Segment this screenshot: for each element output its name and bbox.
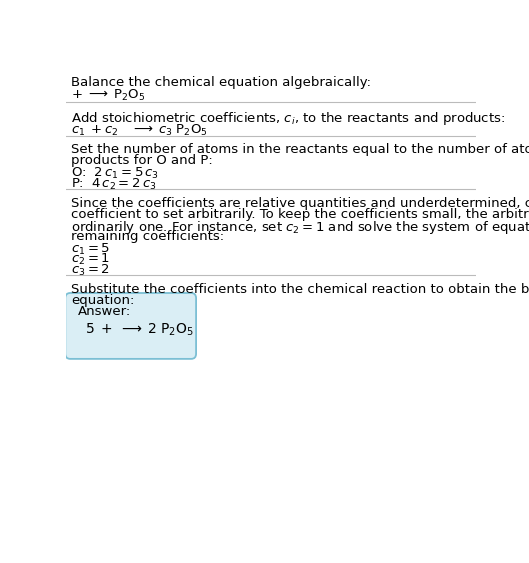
Text: P: $\;4\,c_2 = 2\,c_3$: P: $\;4\,c_2 = 2\,c_3$ xyxy=(71,177,157,192)
Text: Add stoichiometric coefficients, $c_i$, to the reactants and products:: Add stoichiometric coefficients, $c_i$, … xyxy=(71,110,505,127)
Text: products for O and P:: products for O and P: xyxy=(71,154,213,167)
Text: coefficient to set arbitrarily. To keep the coefficients small, the arbitrary va: coefficient to set arbitrarily. To keep … xyxy=(71,208,529,221)
Text: $c_3 = 2$: $c_3 = 2$ xyxy=(71,262,110,278)
Text: $c_1 = 5$: $c_1 = 5$ xyxy=(71,242,110,257)
Text: equation:: equation: xyxy=(71,294,134,307)
Text: $5\;+\;\longrightarrow\;2\;\mathrm{P_2O_5}$: $5\;+\;\longrightarrow\;2\;\mathrm{P_2O_… xyxy=(85,322,193,338)
Text: Since the coefficients are relative quantities and underdetermined, choose a: Since the coefficients are relative quan… xyxy=(71,197,529,210)
Text: Balance the chemical equation algebraically:: Balance the chemical equation algebraica… xyxy=(71,76,371,89)
Text: $c_2 = 1$: $c_2 = 1$ xyxy=(71,252,110,267)
Text: $c_1\;+c_2\quad\longrightarrow\;c_3\;\mathrm{P_2O_5}$: $c_1\;+c_2\quad\longrightarrow\;c_3\;\ma… xyxy=(71,123,208,138)
Text: Substitute the coefficients into the chemical reaction to obtain the balanced: Substitute the coefficients into the che… xyxy=(71,283,529,296)
Text: O: $\;2\,c_1 = 5\,c_3$: O: $\;2\,c_1 = 5\,c_3$ xyxy=(71,166,159,181)
Text: Answer:: Answer: xyxy=(78,305,131,318)
Text: ordinarily one. For instance, set $c_2 = 1$ and solve the system of equations fo: ordinarily one. For instance, set $c_2 =… xyxy=(71,219,529,236)
Text: Set the number of atoms in the reactants equal to the number of atoms in the: Set the number of atoms in the reactants… xyxy=(71,144,529,157)
Text: $+\;\longrightarrow\;\mathrm{P_2O_5}$: $+\;\longrightarrow\;\mathrm{P_2O_5}$ xyxy=(71,88,145,104)
Text: remaining coefficients:: remaining coefficients: xyxy=(71,230,224,243)
FancyBboxPatch shape xyxy=(65,293,196,359)
